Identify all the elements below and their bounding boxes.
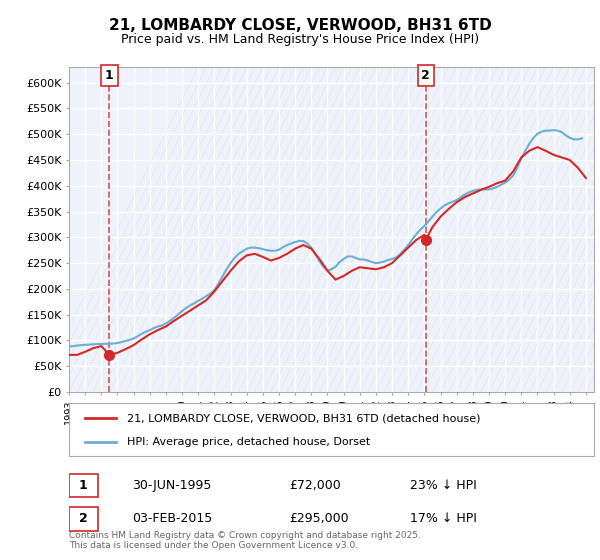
Text: 21, LOMBARDY CLOSE, VERWOOD, BH31 6TD (detached house): 21, LOMBARDY CLOSE, VERWOOD, BH31 6TD (d… [127,413,480,423]
FancyBboxPatch shape [69,507,98,531]
Text: 03-FEB-2015: 03-FEB-2015 [132,512,212,525]
Text: 30-JUN-1995: 30-JUN-1995 [132,479,211,492]
FancyBboxPatch shape [69,474,98,497]
Text: 1: 1 [105,69,114,82]
Text: Contains HM Land Registry data © Crown copyright and database right 2025.
This d: Contains HM Land Registry data © Crown c… [69,530,421,550]
Text: 2: 2 [79,512,88,525]
Text: £295,000: £295,000 [290,512,349,525]
Text: 2: 2 [421,69,430,82]
Text: Price paid vs. HM Land Registry's House Price Index (HPI): Price paid vs. HM Land Registry's House … [121,32,479,46]
Text: 21, LOMBARDY CLOSE, VERWOOD, BH31 6TD: 21, LOMBARDY CLOSE, VERWOOD, BH31 6TD [109,18,491,32]
Text: 23% ↓ HPI: 23% ↓ HPI [410,479,477,492]
Text: 1: 1 [79,479,88,492]
Text: £72,000: £72,000 [290,479,341,492]
Text: 17% ↓ HPI: 17% ↓ HPI [410,512,477,525]
Text: HPI: Average price, detached house, Dorset: HPI: Average price, detached house, Dors… [127,436,370,446]
